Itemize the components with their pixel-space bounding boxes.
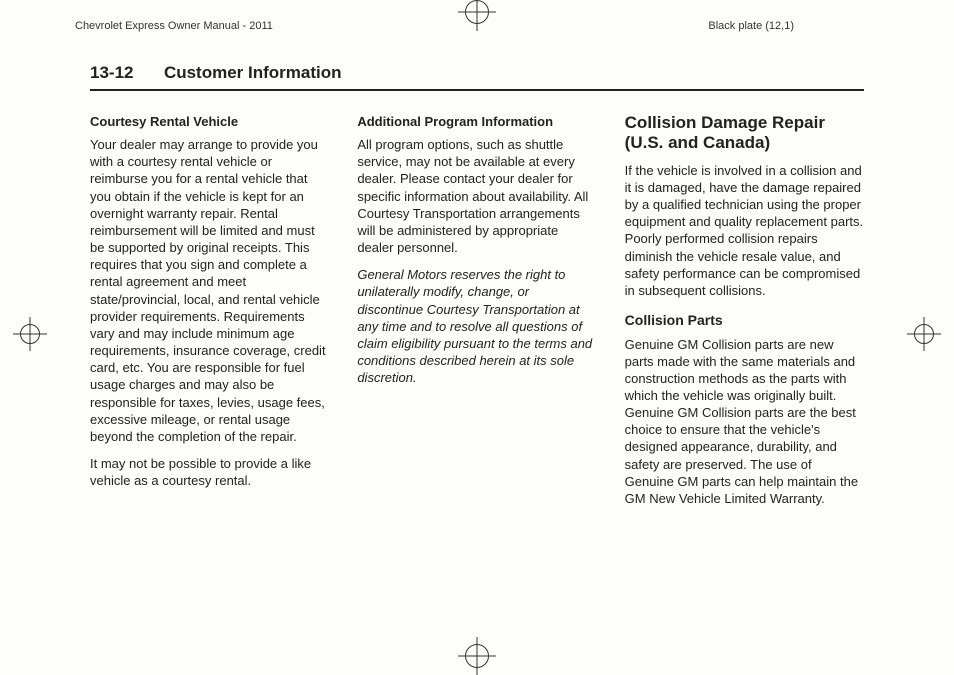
col3-paragraph-2: Genuine GM Collision parts are new parts… <box>625 336 864 508</box>
section-title: Customer Information <box>164 63 342 82</box>
column-1: Courtesy Rental Vehicle Your dealer may … <box>90 113 329 517</box>
col1-paragraph-2: It may not be possible to provide a like… <box>90 455 329 489</box>
section-header: 13-12 Customer Information <box>90 63 864 91</box>
col2-paragraph-1: All program options, such as shuttle ser… <box>357 136 596 256</box>
col3-paragraph-1: If the vehicle is involved in a collisio… <box>625 162 864 299</box>
col1-heading: Courtesy Rental Vehicle <box>90 113 329 130</box>
columns-container: Courtesy Rental Vehicle Your dealer may … <box>90 113 864 517</box>
col1-paragraph-1: Your dealer may arrange to provide you w… <box>90 136 329 445</box>
registration-mark-right <box>914 324 934 344</box>
section-number: 13-12 <box>90 63 133 82</box>
col2-paragraph-2-italic: General Motors reserves the right to uni… <box>357 266 596 386</box>
col2-heading: Additional Program Information <box>357 113 596 130</box>
header-right-text: Black plate (12,1) <box>708 20 794 32</box>
column-3: Collision Damage Repair (U.S. and Canada… <box>625 113 864 517</box>
col3-subheading: Collision Parts <box>625 311 864 329</box>
column-2: Additional Program Information All progr… <box>357 113 596 517</box>
registration-mark-left <box>20 324 40 344</box>
col3-main-heading: Collision Damage Repair (U.S. and Canada… <box>625 113 864 154</box>
page-content: 13-12 Customer Information Courtesy Rent… <box>90 63 864 628</box>
header-left-text: Chevrolet Express Owner Manual - 2011 <box>75 20 273 32</box>
registration-mark-top <box>465 0 489 24</box>
registration-mark-bottom <box>465 644 489 668</box>
